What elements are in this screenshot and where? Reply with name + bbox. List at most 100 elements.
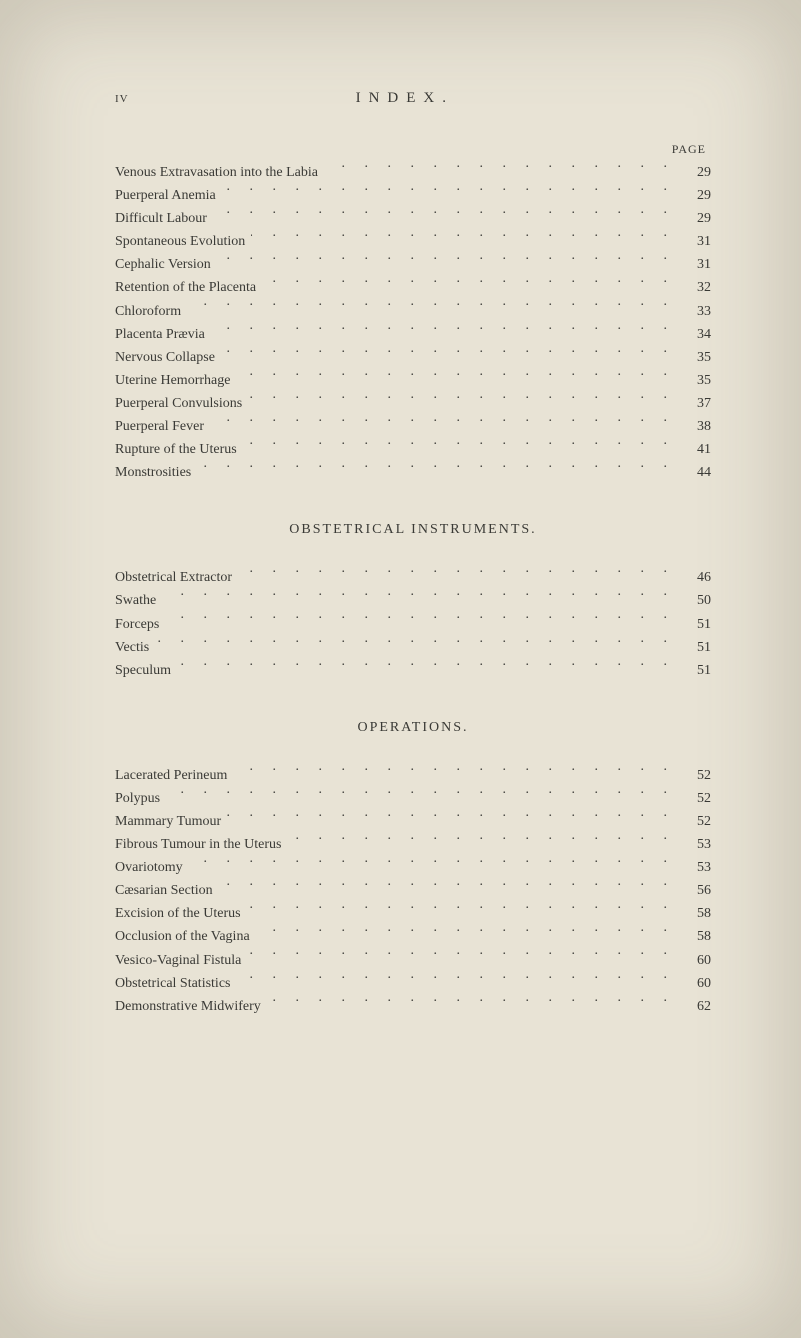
entry-label: Nervous Collapse xyxy=(115,346,215,369)
entry-page: 35 xyxy=(681,346,711,369)
entry-page: 34 xyxy=(681,323,711,346)
leader-dots xyxy=(213,207,675,222)
leader-dots xyxy=(166,787,675,802)
leader-dots xyxy=(165,613,675,628)
entry-label: Polypus xyxy=(115,787,160,810)
index-entry: Chloroform 33 xyxy=(115,300,711,323)
leader-dots xyxy=(267,995,675,1010)
entry-label: Cæsarian Section xyxy=(115,879,213,902)
entry-label: Obstetrical Extractor xyxy=(115,566,232,589)
index-page: iv INDEX. PAGE Venous Extravasation into… xyxy=(0,0,801,1338)
entry-page: 53 xyxy=(681,856,711,879)
entry-page: 58 xyxy=(681,925,711,948)
entry-label: Occlusion of the Vagina xyxy=(115,925,250,948)
page-column-label: PAGE xyxy=(115,142,706,157)
entry-label: Lacerated Perineum xyxy=(115,764,227,787)
entry-page: 37 xyxy=(681,392,711,415)
index-entry: Nervous Collapse 35 xyxy=(115,346,711,369)
entry-page: 29 xyxy=(681,161,711,184)
leader-dots xyxy=(262,276,675,291)
entry-page: 52 xyxy=(681,787,711,810)
section-title: OBSTETRICAL INSTRUMENTS. xyxy=(115,522,711,538)
entry-page: 38 xyxy=(681,415,711,438)
entry-page: 53 xyxy=(681,833,711,856)
leader-dots xyxy=(256,925,675,940)
entry-page: 52 xyxy=(681,764,711,787)
leader-dots xyxy=(211,323,675,338)
leader-dots xyxy=(238,566,675,581)
index-entry: Lacerated Perineum 52 xyxy=(115,764,711,787)
index-entry: Polypus 52 xyxy=(115,787,711,810)
leader-dots xyxy=(187,300,675,315)
leader-dots xyxy=(236,369,675,384)
leader-dots xyxy=(221,346,675,361)
entry-page: 32 xyxy=(681,276,711,299)
entry-page: 51 xyxy=(681,613,711,636)
entry-label: Forceps xyxy=(115,613,159,636)
entry-page: 35 xyxy=(681,369,711,392)
entry-label: Puerperal Fever xyxy=(115,415,204,438)
entry-label: Cephalic Version xyxy=(115,253,211,276)
entry-label: Mammary Tumour xyxy=(115,810,221,833)
index-entry: Puerperal Convulsions 37 xyxy=(115,392,711,415)
entry-page: 51 xyxy=(681,659,711,682)
entry-label: Vectis xyxy=(115,636,149,659)
entry-page: 51 xyxy=(681,636,711,659)
index-entry: Cephalic Version 31 xyxy=(115,253,711,276)
leader-dots xyxy=(324,161,675,176)
index-entry: Spontaneous Evolution31 xyxy=(115,230,711,253)
index-entry: Excision of the Uterus58 xyxy=(115,902,711,925)
index-entry: Uterine Hemorrhage 35 xyxy=(115,369,711,392)
index-entry: Difficult Labour29 xyxy=(115,207,711,230)
leader-dots xyxy=(162,589,675,604)
index-entry: Obstetrical Statistics 60 xyxy=(115,972,711,995)
entry-label: Puerperal Anemia xyxy=(115,184,216,207)
index-entry: Placenta Prævia34 xyxy=(115,323,711,346)
entry-page: 41 xyxy=(681,438,711,461)
entry-page: 56 xyxy=(681,879,711,902)
leader-dots xyxy=(247,949,675,964)
index-entry: Forceps 51 xyxy=(115,613,711,636)
entry-page: 60 xyxy=(681,949,711,972)
entry-label: Obstetrical Statistics xyxy=(115,972,230,995)
entry-label: Uterine Hemorrhage xyxy=(115,369,230,392)
entry-label: Rupture of the Uterus xyxy=(115,438,237,461)
entry-label: Demonstrative Midwifery xyxy=(115,995,261,1018)
index-entry: Venous Extravasation into the Labia 29 xyxy=(115,161,711,184)
index-entry: Vectis 51 xyxy=(115,636,711,659)
entry-label: Chloroform xyxy=(115,300,181,323)
index-entry: Swathe50 xyxy=(115,589,711,612)
entry-page: 60 xyxy=(681,972,711,995)
header-row: iv INDEX. xyxy=(115,90,711,107)
index-entry: Puerperal Fever 38 xyxy=(115,415,711,438)
entry-page: 62 xyxy=(681,995,711,1018)
entry-label: Swathe xyxy=(115,589,156,612)
entry-page: 31 xyxy=(681,253,711,276)
entry-label: Fibrous Tumour in the Uterus xyxy=(115,833,281,856)
leader-dots xyxy=(189,856,675,871)
leader-dots xyxy=(219,879,675,894)
entry-page: 52 xyxy=(681,810,711,833)
index-entry: Mammary Tumour 52 xyxy=(115,810,711,833)
leader-dots xyxy=(222,184,675,199)
index-entry: Obstetrical Extractor46 xyxy=(115,566,711,589)
leader-dots xyxy=(155,636,675,651)
entry-label: Venous Extravasation into the Labia xyxy=(115,161,318,184)
index-entry: Fibrous Tumour in the Uterus 53 xyxy=(115,833,711,856)
index-entry: Monstrosities44 xyxy=(115,461,711,484)
entry-label: Difficult Labour xyxy=(115,207,207,230)
header-title: INDEX. xyxy=(99,90,711,107)
entry-label: Spontaneous Evolution xyxy=(115,230,245,253)
section-title: OPERATIONS. xyxy=(115,720,711,736)
leader-dots xyxy=(197,461,675,476)
entry-page: 29 xyxy=(681,184,711,207)
leader-dots xyxy=(251,230,675,245)
entry-page: 58 xyxy=(681,902,711,925)
leader-dots xyxy=(287,833,675,848)
entry-label: Monstrosities xyxy=(115,461,191,484)
index-sections: Venous Extravasation into the Labia 29 Pue… xyxy=(115,161,711,1018)
entry-page: 33 xyxy=(681,300,711,323)
index-entry: Occlusion of the Vagina 58 xyxy=(115,925,711,948)
entry-label: Puerperal Convulsions xyxy=(115,392,242,415)
index-entry: Rupture of the Uterus 41 xyxy=(115,438,711,461)
